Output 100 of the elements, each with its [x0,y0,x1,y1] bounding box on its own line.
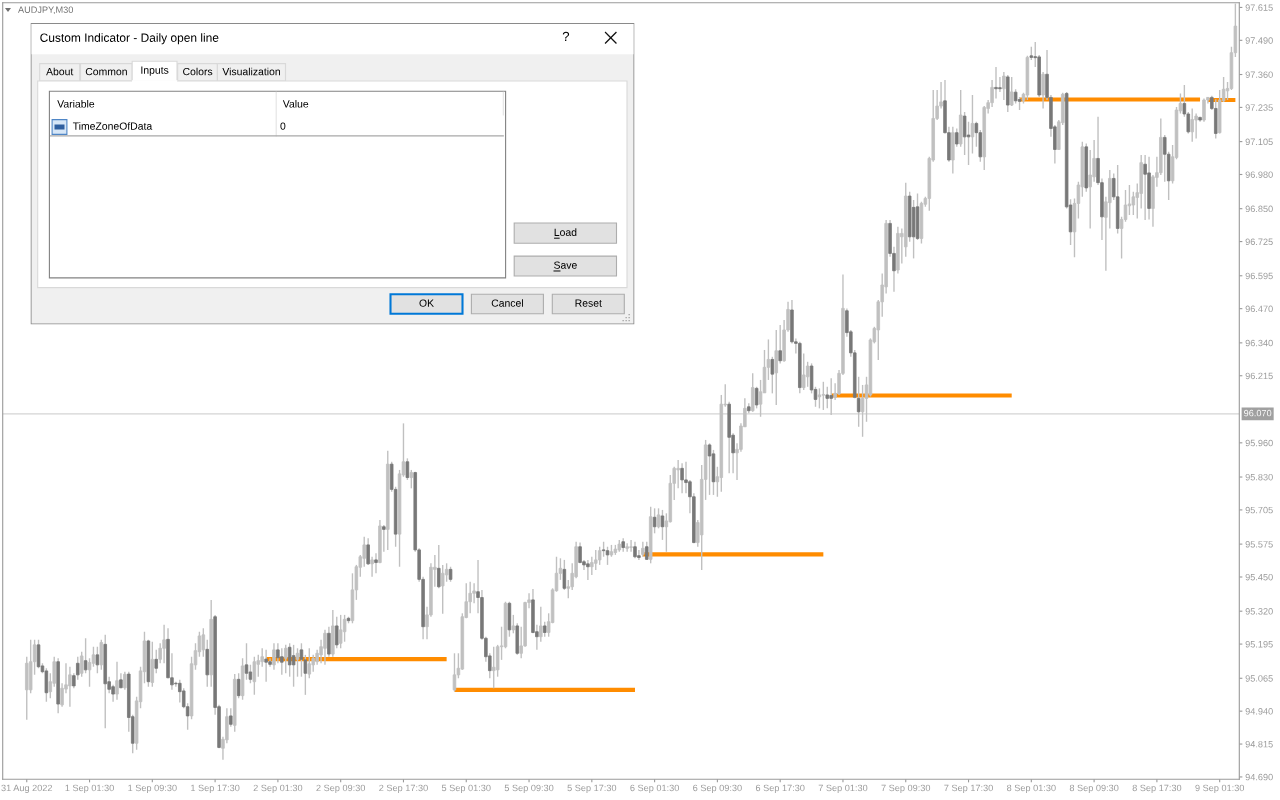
candlestick [629,539,633,553]
candlestick [252,656,257,696]
y-tick-label: 94.690 [1245,773,1273,781]
candlestick [1194,112,1198,140]
candlestick [295,647,300,678]
candlestick [36,639,41,669]
candlestick [597,546,602,566]
candlestick [586,559,590,581]
candlestick [707,442,712,496]
candlestick [1041,71,1045,110]
x-tick-label: 31 Aug 2022 [1,784,53,793]
ref-line-label: 96.070 [1244,409,1272,417]
candlestick [264,649,268,683]
candlestick [99,639,104,671]
annotation: Reset [575,299,602,307]
x-tick-label: 5 Sep 09:30 [504,784,554,793]
x-tick-label: 7 Sep 17:30 [944,784,993,793]
candlestick [178,679,182,704]
candlestick [444,562,449,583]
y-tick-label: 96.340 [1245,339,1273,347]
annotation: Value [282,99,309,108]
y-tick-label: 95.195 [1245,641,1273,648]
candlestick [440,564,445,615]
annotation: About [46,67,74,76]
x-tick-label: 6 Sep 09:30 [693,784,742,793]
candlestick [201,627,206,658]
candlestick [774,329,779,406]
annotation: ? [562,31,570,41]
x-tick-label: 1 Sep 17:30 [191,784,240,793]
x-tick-label: 1 Sep 01:30 [65,784,114,793]
y-tick-label: 96.595 [1245,272,1273,280]
candlestick [115,661,119,701]
candlestick [605,546,610,566]
y-tick-label: 94.940 [1245,708,1273,715]
candlestick [1009,76,1014,107]
candlestick [338,614,343,649]
candlestick [817,387,822,410]
y-tick-label: 97.105 [1245,138,1273,146]
annotation: Inputs [141,66,169,76]
annotation: Visualization [222,67,280,76]
candlestick [625,542,629,553]
candlestick [680,462,684,495]
candlestick [805,361,810,388]
candlestick [994,66,998,100]
candlestick [1143,154,1147,221]
candlestick [821,381,826,411]
annotation: Save [554,261,577,269]
annotation: Common [85,67,127,76]
x-tick-label: 5 Sep 01:30 [441,784,491,793]
x-tick-label: 8 Sep 01:30 [1007,784,1056,793]
candlestick [452,652,457,693]
candlestick [150,641,155,688]
x-tick-label: 8 Sep 09:30 [1069,784,1119,793]
y-tick-label: 94.815 [1245,740,1273,748]
y-tick-label: 96.470 [1245,305,1273,313]
candlestick [829,377,833,416]
y-tick-label: 95.830 [1245,473,1273,481]
annotation: TimeZoneOfData [72,122,153,130]
y-tick-label: 95.705 [1245,506,1273,514]
candlestick [409,469,414,490]
candlestick [511,614,516,634]
candlestick [299,642,304,678]
candlestick [283,644,288,674]
y-tick-label: 97.490 [1245,37,1273,44]
annotation: Cancel [491,299,523,307]
candlestick [370,556,374,578]
candlestick [280,647,284,676]
y-tick-label: 97.615 [1245,4,1273,11]
x-tick-label: 9 Sep 01:30 [1195,784,1245,793]
y-tick-label: 95.065 [1245,675,1273,682]
annotation: Variable [57,99,95,108]
annotation: Load [554,228,577,236]
x-tick-label: 1 Sep 09:30 [128,784,177,793]
candlestick [1202,97,1206,123]
x-tick-label: 2 Sep 09:30 [316,784,366,793]
candlestick [660,509,665,541]
candlestick [272,642,276,671]
candlestick [998,76,1002,93]
y-tick-label: 96.215 [1245,372,1273,380]
y-tick-label: 96.850 [1245,205,1273,213]
x-tick-label: 5 Sep 17:30 [567,784,617,793]
candlestick [801,352,806,391]
text: Custom Indicator - Daily open line [40,33,219,45]
y-tick-label: 95.575 [1245,541,1273,548]
y-tick-label: 97.235 [1245,104,1273,111]
x-tick-label: 7 Sep 01:30 [818,784,868,793]
candlestick [44,667,49,703]
x-tick-label: 8 Sep 17:30 [1132,784,1182,793]
x-tick-label: 2 Sep 01:30 [253,784,303,793]
y-tick-label: 95.320 [1245,608,1273,615]
candlestick [291,644,296,688]
candlestick [468,581,472,614]
candlestick [593,549,598,571]
candlestick [342,614,347,643]
candlestick [123,671,127,691]
annotation: 0 [280,122,286,130]
candlestick [174,681,178,688]
candlestick [1190,107,1194,143]
x-tick-label: 2 Sep 17:30 [379,784,428,793]
y-tick-label: 96.980 [1245,171,1273,178]
